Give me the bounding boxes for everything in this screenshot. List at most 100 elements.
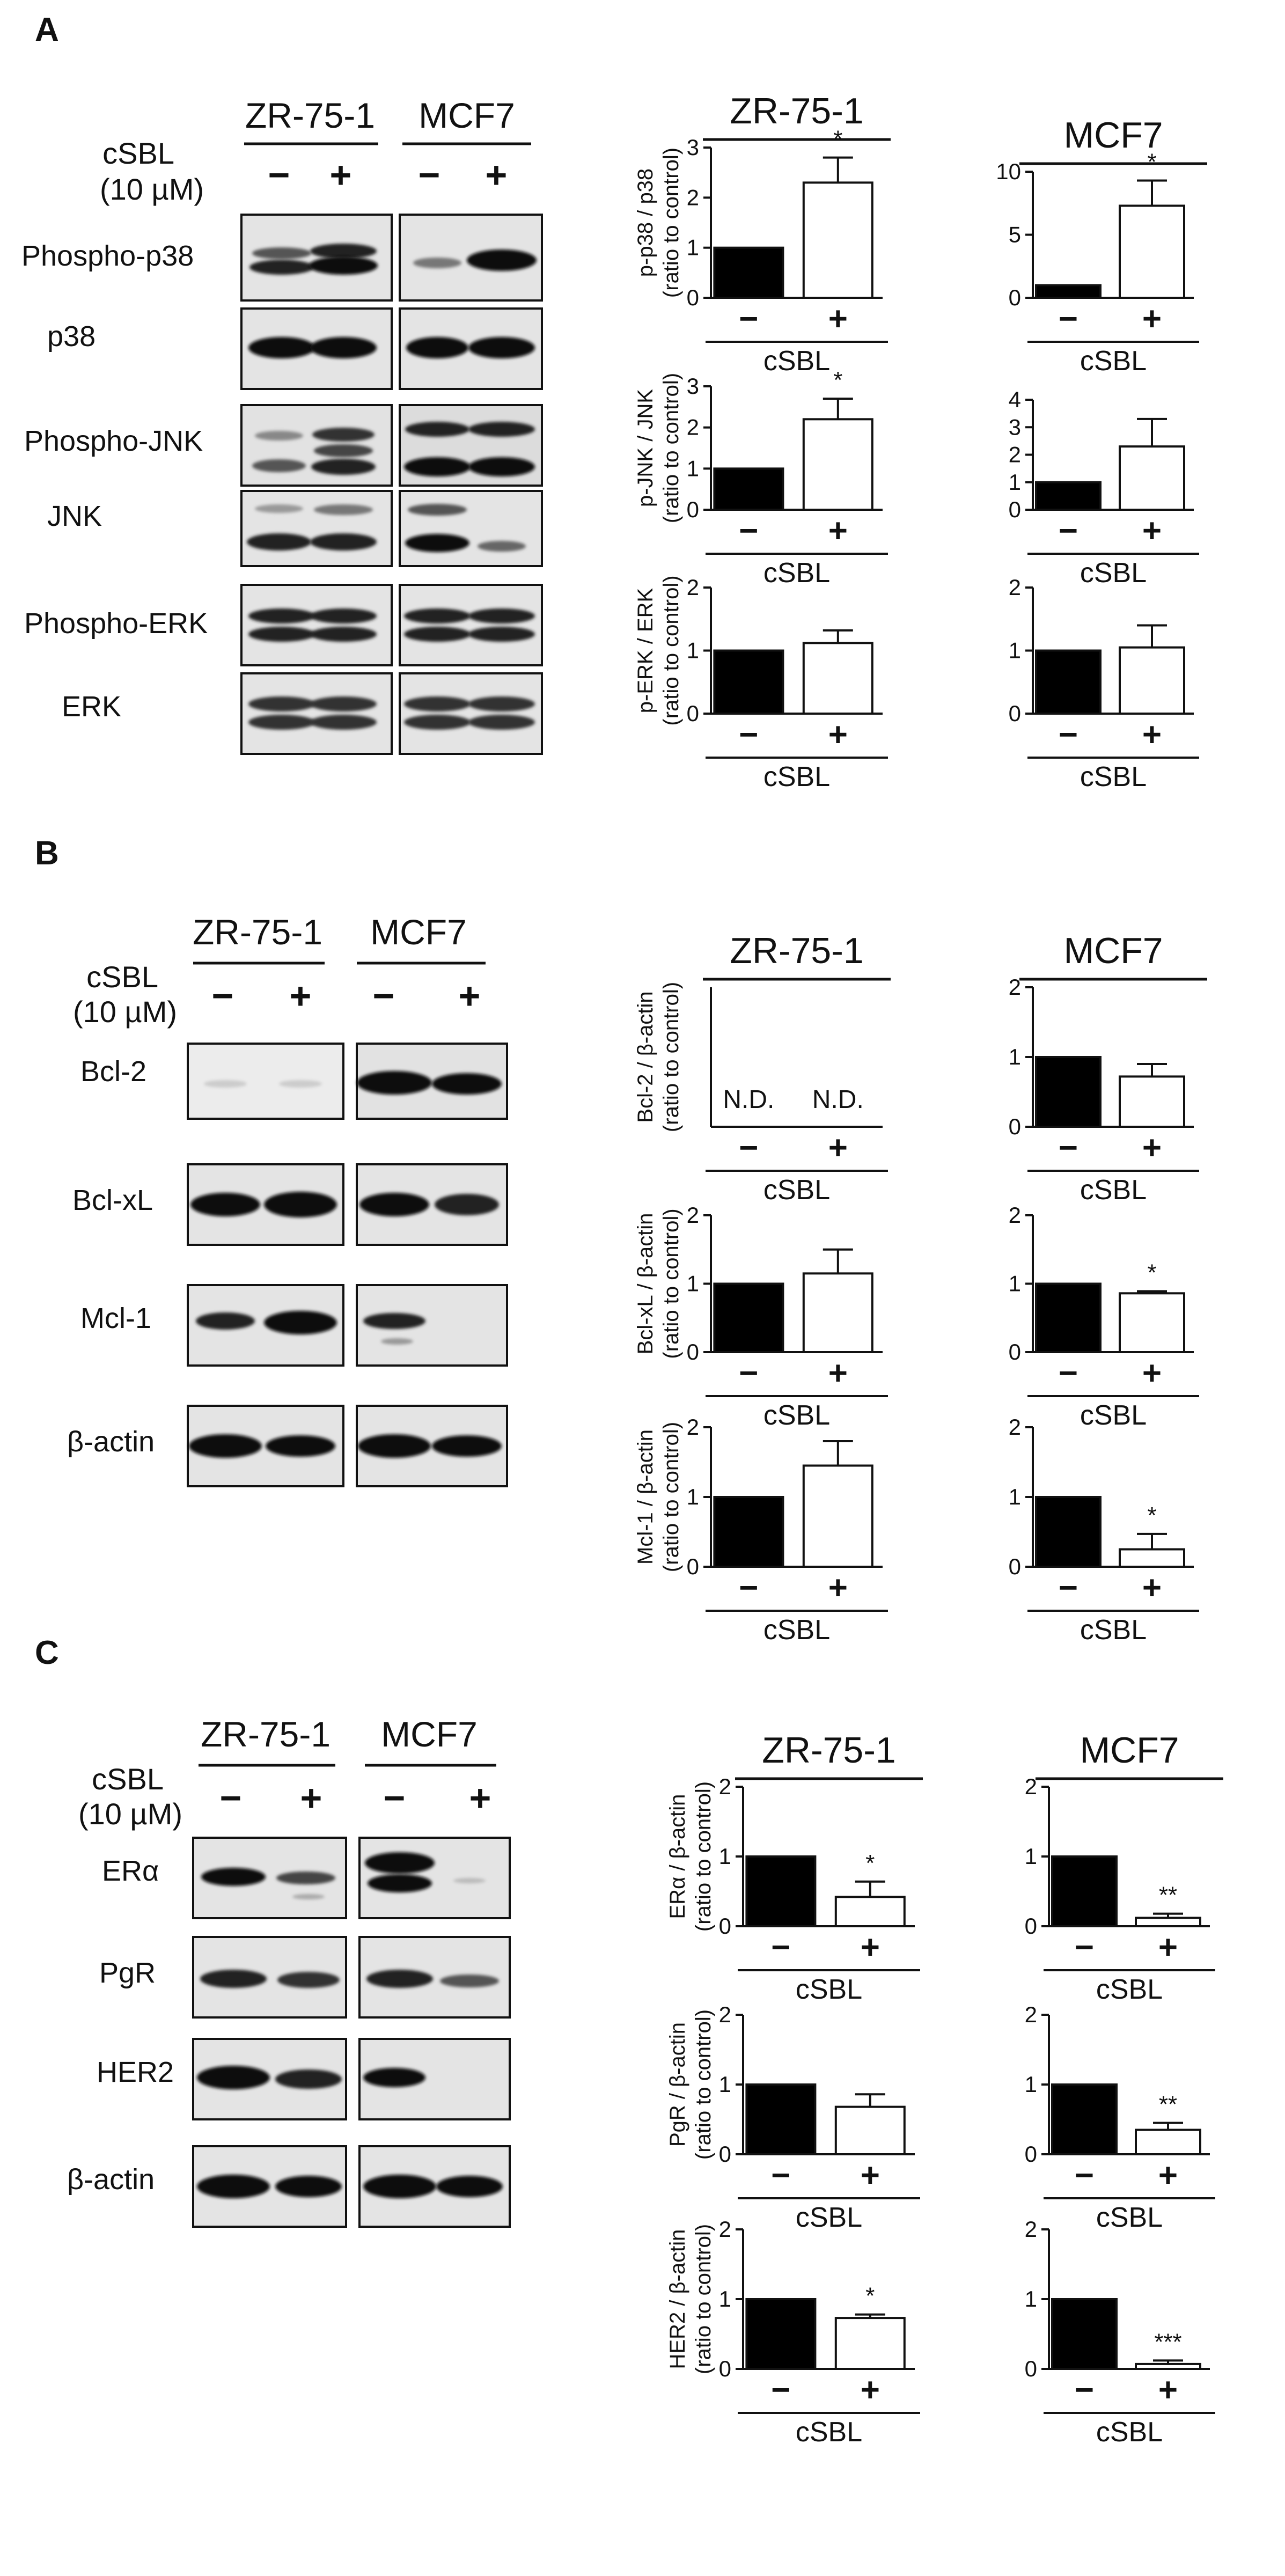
panel-label-c: C <box>35 1634 59 1671</box>
y-tick-label: 1 <box>1009 638 1021 663</box>
y-tick-label: 0 <box>1025 2141 1037 2167</box>
blot-band <box>187 1405 508 1487</box>
x-category-label: + <box>1142 1355 1162 1392</box>
treatment-sign: + <box>330 154 352 196</box>
y-axis-label: HER2 / β-actin <box>666 2229 689 2369</box>
treatment-sign: + <box>486 154 508 196</box>
bar <box>1035 1282 1102 1353</box>
y-tick-label: 0 <box>1009 1554 1021 1579</box>
bar <box>802 181 873 299</box>
x-axis-label: cSBL <box>1080 761 1147 792</box>
x-category-label: + <box>1142 716 1162 753</box>
y-tick-label: 0 <box>687 285 699 310</box>
y-tick-label: 0 <box>687 497 699 522</box>
x-category-label: + <box>1142 1129 1162 1166</box>
x-category-label: + <box>828 300 848 337</box>
y-axis-label: (ratio to control) <box>659 1422 683 1572</box>
protein-label: β-actin <box>67 1426 155 1458</box>
x-axis-label: cSBL <box>763 557 830 589</box>
x-axis-label: cSBL <box>763 1614 830 1646</box>
y-tick-label: 2 <box>1025 2002 1037 2027</box>
y-tick-label: 2 <box>1009 442 1021 467</box>
bar <box>1119 1075 1185 1128</box>
y-tick-label: 0 <box>1009 1114 1021 1139</box>
y-tick-label: 2 <box>1025 1774 1037 1799</box>
significance-marker: *** <box>1154 2329 1181 2355</box>
bar <box>745 1855 817 1927</box>
x-axis-label: cSBL <box>763 1175 830 1206</box>
y-tick-label: 0 <box>687 1554 699 1579</box>
blot-band <box>187 1284 508 1367</box>
y-tick-label: 1 <box>687 235 699 260</box>
x-axis-label: cSBL <box>796 2202 862 2233</box>
bar <box>802 1464 873 1568</box>
cell-line-header: ZR-75-1 <box>201 1714 331 1754</box>
y-tick-label: 2 <box>1009 1202 1021 1228</box>
blot-band <box>192 2145 511 2228</box>
x-axis-label: cSBL <box>763 761 830 792</box>
y-tick-label: 5 <box>1009 222 1021 247</box>
y-tick-label: 2 <box>687 415 699 440</box>
panel-b-blot: ZR-75-1 MCF7 cSBL (10 µM) − + − + Bcl-2 … <box>67 912 508 1487</box>
significance-marker: * <box>1147 1260 1156 1286</box>
bar <box>745 2298 817 2370</box>
x-category-label: − <box>739 716 758 753</box>
protein-label: Mcl-1 <box>80 1302 151 1334</box>
x-axis-label: cSBL <box>796 1974 862 2005</box>
y-axis-label: Mcl-1 / β-actin <box>634 1429 657 1565</box>
x-category-label: + <box>1142 512 1162 549</box>
y-tick-label: 0 <box>719 2141 731 2167</box>
x-axis-label: cSBL <box>1080 1400 1147 1431</box>
x-category-label: + <box>828 512 848 549</box>
x-category-label: + <box>1158 2372 1178 2409</box>
x-category-label: + <box>1142 300 1162 337</box>
significance-marker: * <box>833 367 842 393</box>
y-tick-label: 2 <box>687 185 699 210</box>
y-axis-label: (ratio to control) <box>659 1208 683 1359</box>
x-axis-label: cSBL <box>1080 1614 1147 1646</box>
x-category-label: − <box>1059 716 1078 753</box>
panel-label-a: A <box>35 11 59 48</box>
bar <box>713 649 784 715</box>
y-tick-label: 0 <box>1025 2356 1037 2381</box>
y-tick-label: 1 <box>1009 1271 1021 1296</box>
y-tick-label: 0 <box>687 1339 699 1364</box>
chart-title: ZR-75-1 <box>730 930 863 971</box>
x-axis-label: cSBL <box>796 2417 862 2448</box>
y-tick-label: 2 <box>719 1774 731 1799</box>
y-tick-label: 2 <box>687 1202 699 1228</box>
bar <box>1051 1855 1118 1927</box>
y-axis-label: (ratio to control) <box>692 2009 715 2160</box>
significance-marker: * <box>865 1850 875 1876</box>
treatment-label: cSBL <box>86 960 158 994</box>
y-tick-label: 2 <box>1009 1414 1021 1440</box>
cell-line-header: MCF7 <box>418 96 515 135</box>
protein-label: PgR <box>99 1957 156 1989</box>
treatment-sign: − <box>220 1777 242 1819</box>
y-tick-label: 0 <box>1025 1913 1037 1939</box>
y-tick-label: 1 <box>719 2286 731 2311</box>
y-axis-label: (ratio to control) <box>659 575 683 725</box>
y-tick-label: 0 <box>1009 497 1021 522</box>
y-tick-label: 2 <box>719 2002 731 2027</box>
blot-band <box>240 404 543 487</box>
x-axis-label: cSBL <box>763 346 830 377</box>
blot-band <box>187 1043 508 1120</box>
y-tick-label: 10 <box>996 159 1021 184</box>
protein-label: HER2 <box>97 2056 174 2088</box>
x-category-label: − <box>1075 2157 1094 2194</box>
nd-label: N.D. <box>723 1085 774 1114</box>
x-category-label: − <box>739 1355 758 1392</box>
y-axis-label: Bcl-xL / β-actin <box>634 1213 657 1355</box>
y-tick-label: 1 <box>1009 1484 1021 1509</box>
treatment-dose: (10 µM) <box>100 172 204 206</box>
significance-marker: * <box>1147 149 1156 175</box>
treatment-sign: − <box>268 154 290 196</box>
x-category-label: − <box>739 512 758 549</box>
x-category-label: − <box>739 1569 758 1606</box>
bar <box>713 246 784 299</box>
x-axis-label: cSBL <box>1080 346 1147 377</box>
blot-band <box>240 672 543 755</box>
treatment-sign: + <box>300 1777 322 1819</box>
x-axis-label: cSBL <box>1096 1974 1163 2005</box>
